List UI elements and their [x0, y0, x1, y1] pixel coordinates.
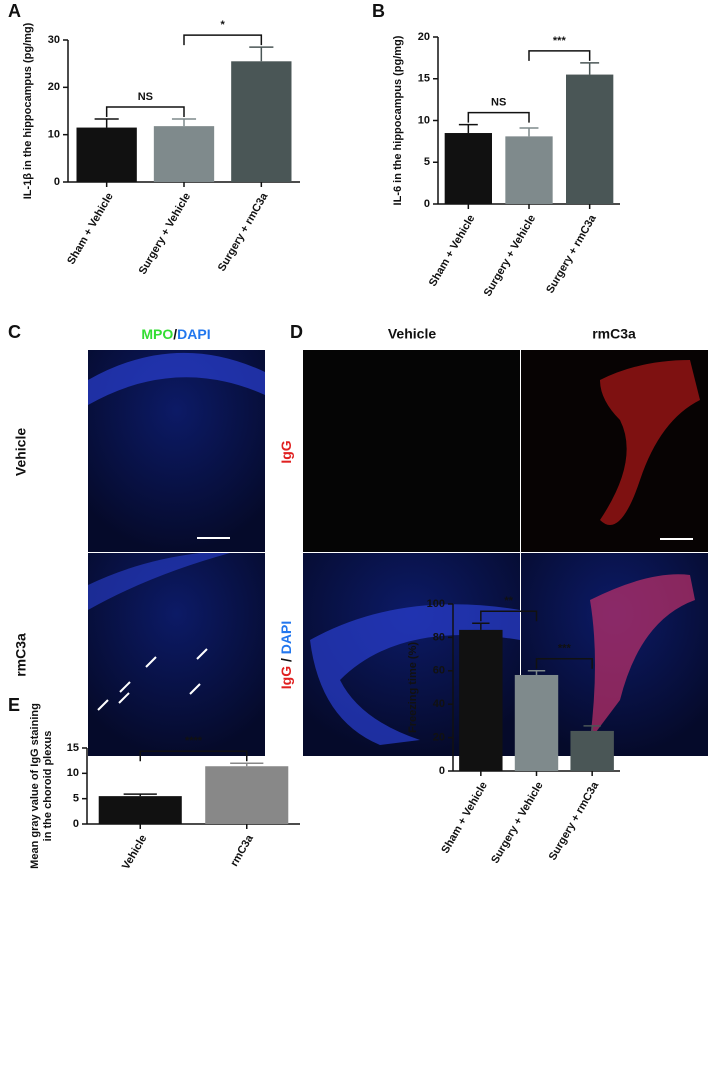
error-bar [249, 46, 274, 62]
error-bar [580, 62, 600, 75]
error-bar [171, 118, 197, 127]
bar [459, 629, 503, 771]
x-tick-label: Surgery + rmC3a [547, 779, 602, 862]
signal [600, 360, 700, 525]
stain: IgG [278, 440, 294, 463]
error-bar [230, 762, 264, 767]
x-tick-label: Sham + Vehicle [427, 213, 478, 289]
error-bar [94, 118, 119, 128]
bar [76, 127, 137, 182]
micrograph [303, 350, 520, 552]
significance-label: **** [185, 735, 203, 747]
x-tick-label: Surgery + Vehicle [482, 213, 538, 299]
y-tick-label: 10 [418, 114, 430, 126]
bar [444, 133, 492, 204]
y-tick-label: 0 [73, 818, 79, 830]
column-label: Vehicle [388, 326, 436, 342]
panel-label: D [290, 322, 303, 342]
significance-bracket [480, 610, 538, 622]
x-tick-label: Surgery + rmC3a [544, 212, 599, 295]
significance-bracket [535, 658, 593, 669]
cell-layer [310, 604, 520, 745]
y-tick-label: 30 [48, 34, 60, 46]
error-bar [458, 123, 478, 134]
panel-label: C [8, 322, 21, 342]
y-tick-label: 80 [433, 631, 445, 643]
x-tick-label: Sham + Vehicle [65, 191, 116, 267]
stain: DAPI [177, 326, 210, 342]
bar [153, 126, 215, 182]
y-tick-label: 20 [433, 732, 445, 744]
x-tick-label: Sham + Vehicle [439, 780, 490, 856]
cell-layer [88, 352, 265, 405]
bar [205, 766, 289, 824]
y-axis-label: Mean gray value of IgG staining [29, 703, 41, 869]
bar [514, 674, 559, 771]
row-label: IgG [278, 440, 294, 463]
bar [231, 61, 292, 182]
bar [98, 796, 182, 824]
stain: MPO [141, 326, 173, 342]
significance-label: *** [553, 35, 567, 47]
x-tick-label: Surgery + Vehicle [137, 191, 193, 277]
y-tick-label: 0 [439, 765, 445, 777]
significance-label: ** [504, 595, 513, 607]
significance-label: * [221, 19, 226, 31]
y-tick-label: 100 [427, 598, 445, 610]
y-tick-label: 20 [418, 31, 430, 43]
significance-label: NS [491, 97, 506, 109]
x-tick-label: Vehicle [120, 833, 149, 872]
y-tick-label: 40 [433, 698, 445, 710]
y-tick-label: 20 [48, 81, 60, 93]
stain: / [173, 326, 177, 342]
y-axis-label: IL-1β in the hippocampus (pg/mg) [22, 22, 34, 199]
y-axis-label: Freezing time (%) [407, 642, 419, 733]
significance-bracket [528, 50, 591, 61]
error-bar [527, 670, 546, 675]
significance-bracket [139, 750, 248, 762]
error-bar [123, 793, 157, 797]
y-axis-label: in the choroid plexus [42, 731, 54, 842]
row-label: IgG / DAPI [278, 621, 294, 689]
error-bar [519, 127, 539, 137]
x-tick-label: rmC3a [228, 832, 256, 868]
y-tick-label: 10 [48, 129, 60, 141]
y-tick-label: 5 [424, 156, 430, 168]
cell-layer [88, 553, 230, 610]
column-label: rmC3a [592, 326, 636, 342]
y-axis-label: IL-6 in the hippocampus (pg/mg) [392, 35, 404, 205]
error-bar [472, 622, 490, 630]
panel-label: B [372, 1, 385, 21]
error-bar [583, 725, 601, 731]
y-tick-label: 10 [67, 767, 79, 779]
significance-label: *** [558, 643, 572, 655]
panel-label: E [8, 695, 20, 715]
y-tick-label: 60 [433, 665, 445, 677]
arrows [97, 648, 208, 711]
stain: IgG [278, 666, 294, 689]
row-label: rmC3a [13, 633, 29, 677]
signal [590, 574, 695, 740]
stain: / [278, 654, 294, 666]
bar [505, 136, 553, 204]
row-label: Vehicle [13, 428, 29, 476]
x-tick-label: Surgery + Vehicle [489, 780, 545, 866]
bar [570, 730, 614, 771]
significance-bracket [105, 106, 185, 118]
y-tick-label: 0 [424, 198, 430, 210]
panel-label: A [8, 1, 21, 21]
y-tick-label: 15 [418, 73, 430, 85]
y-tick-label: 0 [54, 176, 60, 188]
bar [566, 74, 614, 204]
significance-bracket [183, 34, 263, 46]
stain: DAPI [278, 621, 294, 654]
y-tick-label: 15 [67, 742, 79, 754]
significance-bracket [467, 111, 530, 123]
x-tick-label: Surgery + rmC3a [216, 190, 271, 273]
significance-label: NS [138, 91, 153, 103]
y-tick-label: 5 [73, 793, 79, 805]
stain-label: MPO/DAPI [141, 326, 210, 342]
